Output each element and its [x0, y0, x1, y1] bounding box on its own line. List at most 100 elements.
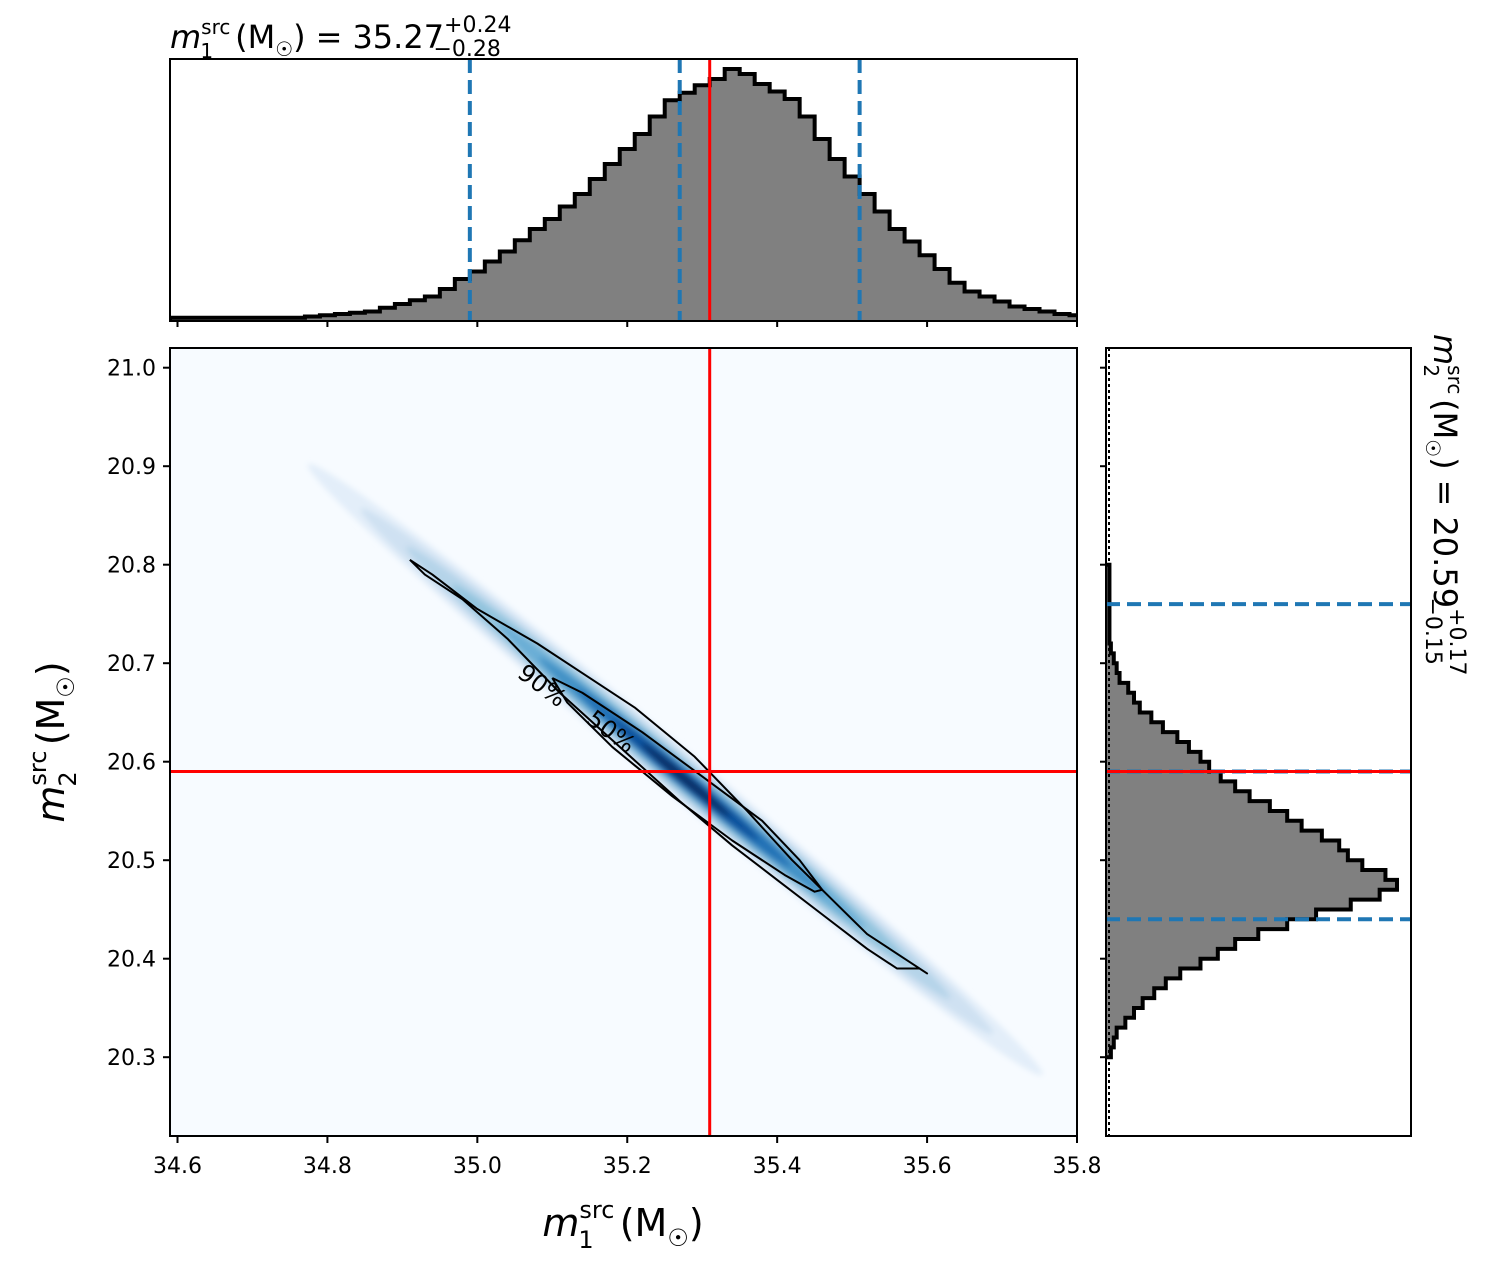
top-hist-bar: [739, 74, 755, 320]
top-hist-bar: [664, 100, 680, 320]
top-title-equals: =: [316, 18, 343, 56]
right-hist-bar: [1107, 810, 1288, 821]
right-hist-bar: [1107, 998, 1143, 1008]
right-histogram-layer: [1107, 348, 1399, 1136]
right-hist-bar: [1107, 919, 1288, 930]
right-hist-bar: [1107, 722, 1163, 733]
top-hist-bar: [1009, 306, 1025, 320]
top-hist-bar: [784, 99, 800, 320]
top-title-unit-close: ): [293, 18, 305, 56]
top-hist-bar: [829, 159, 845, 320]
top-hist-bar: [424, 296, 440, 320]
top-hist-bar: [1069, 315, 1077, 320]
right-lines-layer: [1106, 602, 1411, 922]
top-hist-bar: [1084, 317, 1099, 321]
y-tick-label: 20.3: [107, 1046, 156, 1071]
right-title-unit-sub: ☉: [1421, 439, 1445, 457]
top-hist-bar: [589, 179, 605, 320]
right-title-unit: (M: [1426, 399, 1464, 439]
density-level: [641, 743, 730, 817]
right-hist-outline: [1107, 562, 1399, 1060]
y-label-unit-close: ): [29, 661, 73, 676]
top-hist-bar: [994, 301, 1010, 320]
top-marginal-panel: msrc 1 (M☉) = 35.27+0.24 −0.28: [169, 13, 1159, 327]
top-hist-bar: [874, 211, 890, 320]
top-hist-bar: [439, 289, 455, 320]
top-hist-bar: [1144, 318, 1159, 320]
y-tick-label: 20.4: [107, 948, 156, 973]
right-hist-bar: [1107, 860, 1363, 871]
top-hist-bar: [799, 116, 815, 320]
y-tick-label: 20.8: [107, 554, 156, 579]
right-hist-bar: [1107, 692, 1135, 703]
top-hist-bar: [949, 282, 965, 320]
right-hist-bar: [1107, 663, 1117, 674]
top-title-median: 35.27: [352, 18, 444, 56]
top-hist-bar: [919, 255, 935, 320]
right-hist-bar: [1107, 939, 1236, 949]
right-hist-bar: [1107, 909, 1317, 920]
right-hist-bar: [1107, 988, 1155, 999]
y-label-sup: src: [24, 751, 52, 786]
right-hist-bar: [1107, 771, 1221, 782]
top-hist-bar: [514, 240, 530, 320]
top-title-unit-sub: ☉: [275, 37, 293, 61]
y-label-sub: 2: [54, 771, 82, 786]
top-hist-bar: [649, 116, 665, 320]
right-hist-bar: [1107, 801, 1270, 811]
right-hist-bar: [1107, 732, 1178, 742]
y-tick-label: 20.5: [107, 849, 156, 874]
right-hist-bar: [1107, 673, 1120, 683]
right-hist-bar: [1107, 958, 1201, 969]
top-title-sub: 1: [200, 39, 213, 63]
top-panel-frame: [169, 58, 1078, 322]
top-hist-bar: [529, 229, 545, 320]
top-hist-bar: [334, 314, 350, 320]
x-label-unit-sub: ☉: [667, 1224, 689, 1252]
top-hist-bar: [409, 300, 425, 320]
x-tick-label: 35.0: [453, 1154, 502, 1179]
y-tick-label: 20.9: [107, 455, 156, 480]
right-hist-bar: [1107, 682, 1129, 693]
top-hist-bar: [574, 194, 590, 320]
top-hist-bar: [319, 315, 335, 320]
top-hist-bar: [1024, 309, 1040, 320]
top-hist-bar: [394, 304, 410, 320]
contour-90pct: [409, 558, 929, 975]
x-label-sup: src: [579, 1196, 614, 1224]
joint-panel: 90% 50% 34.6 34.8 35.0 35.2 35.4 35.6 35.820.3…: [24, 347, 1101, 1254]
main-truth-lines: [170, 348, 1077, 1136]
right-hist-bar: [1107, 929, 1259, 939]
top-hist-bar: [484, 261, 500, 320]
top-title-plus: +0.24: [444, 13, 511, 38]
top-hist-bar: [964, 291, 980, 320]
right-hist-bar: [1107, 978, 1166, 989]
top-hist-bar: [859, 194, 875, 320]
right-hist-bar: [1107, 751, 1201, 762]
right-hist-bar: [1107, 889, 1380, 900]
y-label-m: m: [29, 786, 73, 823]
x-tick-label: 35.2: [603, 1154, 652, 1179]
top-hist-bar: [379, 307, 395, 320]
top-hist-bar: [1129, 318, 1144, 320]
top-hist-bar: [1099, 318, 1114, 320]
right-title-m: m: [1426, 334, 1464, 365]
right-hist-bar: [1107, 702, 1140, 713]
top-histogram-layer: [170, 67, 1159, 321]
x-label-unit: (M: [620, 1201, 668, 1245]
x-tick-label: 35.4: [753, 1154, 802, 1179]
top-hist-bar: [349, 312, 365, 320]
right-hist-bar: [1107, 968, 1181, 979]
x-label-unit-close: ): [689, 1201, 704, 1245]
right-title-equals: =: [1426, 480, 1464, 507]
right-hist-bar: [1107, 870, 1386, 880]
right-title-sup: src: [1443, 365, 1467, 394]
top-hist-bar: [754, 84, 770, 320]
right-title-minus: −0.15: [1420, 597, 1445, 664]
right-hist-bar: [1107, 761, 1210, 772]
top-hist-bar: [604, 164, 620, 320]
y-tick-label: 21.0: [107, 357, 156, 382]
top-hist-bar: [364, 311, 380, 320]
top-lines-layer: [467, 59, 862, 321]
